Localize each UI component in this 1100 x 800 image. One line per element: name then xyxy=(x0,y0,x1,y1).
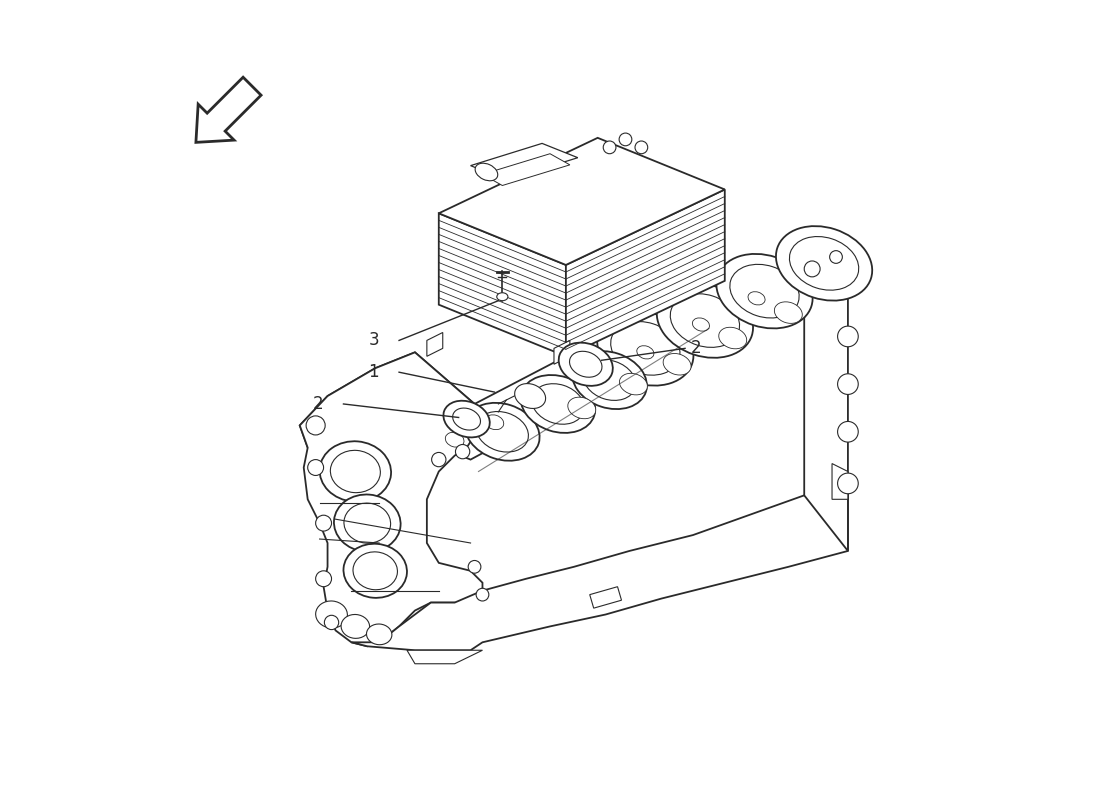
Polygon shape xyxy=(471,143,578,180)
Text: 2: 2 xyxy=(691,339,701,358)
Polygon shape xyxy=(300,241,848,459)
Ellipse shape xyxy=(570,351,602,378)
Ellipse shape xyxy=(568,397,596,418)
Circle shape xyxy=(431,453,446,466)
Ellipse shape xyxy=(453,408,481,430)
Circle shape xyxy=(837,326,858,346)
Ellipse shape xyxy=(353,552,397,590)
Polygon shape xyxy=(439,138,725,265)
Circle shape xyxy=(306,416,326,435)
Ellipse shape xyxy=(532,384,584,424)
Ellipse shape xyxy=(559,342,613,386)
Ellipse shape xyxy=(663,354,691,375)
Circle shape xyxy=(603,141,616,154)
Ellipse shape xyxy=(443,401,490,438)
Circle shape xyxy=(804,261,821,277)
Circle shape xyxy=(316,571,331,586)
Text: 2: 2 xyxy=(314,395,323,413)
Ellipse shape xyxy=(476,411,528,452)
Polygon shape xyxy=(196,78,261,142)
Ellipse shape xyxy=(718,327,747,349)
Circle shape xyxy=(619,133,631,146)
Polygon shape xyxy=(483,154,570,186)
Ellipse shape xyxy=(637,346,653,359)
Ellipse shape xyxy=(692,318,710,331)
Circle shape xyxy=(308,459,323,475)
Polygon shape xyxy=(300,352,483,646)
Circle shape xyxy=(316,515,331,531)
Circle shape xyxy=(455,445,470,458)
Ellipse shape xyxy=(716,254,813,329)
Ellipse shape xyxy=(583,360,636,401)
Ellipse shape xyxy=(748,292,766,305)
Ellipse shape xyxy=(774,302,802,323)
Ellipse shape xyxy=(581,370,598,382)
Ellipse shape xyxy=(343,544,407,598)
Ellipse shape xyxy=(619,374,648,395)
Ellipse shape xyxy=(572,351,647,409)
Ellipse shape xyxy=(670,294,739,347)
Circle shape xyxy=(829,250,843,263)
Ellipse shape xyxy=(475,163,498,181)
Polygon shape xyxy=(590,586,621,608)
Ellipse shape xyxy=(776,226,872,301)
Ellipse shape xyxy=(520,375,595,433)
Text: 1: 1 xyxy=(368,363,379,381)
Ellipse shape xyxy=(610,322,680,375)
Polygon shape xyxy=(427,333,442,356)
Circle shape xyxy=(837,422,858,442)
Ellipse shape xyxy=(485,415,504,430)
Circle shape xyxy=(469,561,481,573)
Circle shape xyxy=(837,374,858,394)
Ellipse shape xyxy=(316,601,348,628)
Ellipse shape xyxy=(597,311,693,386)
Ellipse shape xyxy=(330,450,381,493)
Text: 3: 3 xyxy=(368,331,379,350)
Polygon shape xyxy=(554,341,570,364)
Polygon shape xyxy=(351,479,848,650)
Circle shape xyxy=(324,615,339,630)
Polygon shape xyxy=(439,214,565,356)
Ellipse shape xyxy=(320,442,392,502)
Ellipse shape xyxy=(657,283,754,358)
Ellipse shape xyxy=(366,624,392,645)
Circle shape xyxy=(476,588,488,601)
Circle shape xyxy=(635,141,648,154)
Polygon shape xyxy=(407,650,483,664)
Ellipse shape xyxy=(446,432,464,447)
Polygon shape xyxy=(832,463,848,499)
Ellipse shape xyxy=(515,383,546,409)
Ellipse shape xyxy=(341,614,370,638)
Ellipse shape xyxy=(344,503,390,543)
Ellipse shape xyxy=(334,494,400,552)
Ellipse shape xyxy=(465,403,540,461)
Ellipse shape xyxy=(497,293,508,301)
Circle shape xyxy=(837,473,858,494)
Polygon shape xyxy=(565,190,725,356)
Ellipse shape xyxy=(790,237,859,290)
Ellipse shape xyxy=(729,264,800,318)
Polygon shape xyxy=(804,241,848,551)
